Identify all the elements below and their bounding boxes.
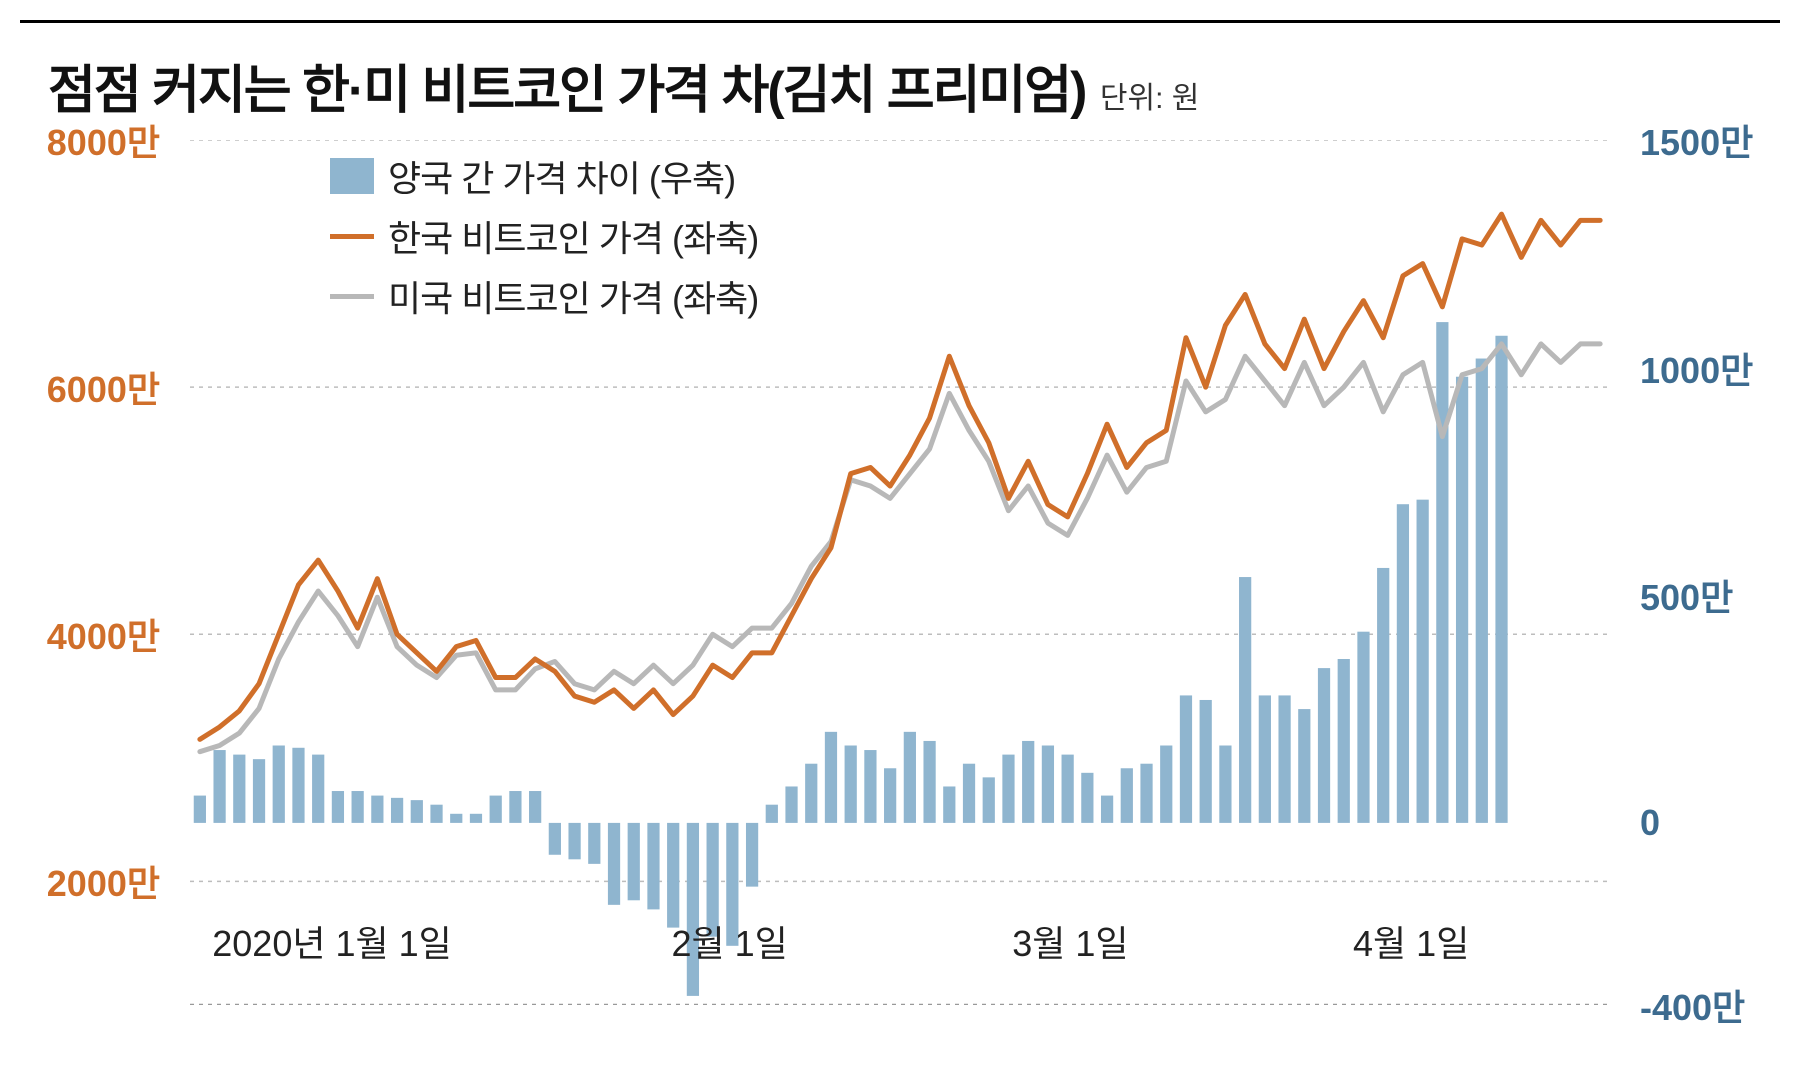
unit-label: 단위: 원 (1100, 82, 1199, 115)
x-tick-label: 2월 1일 (671, 915, 787, 967)
legend-text-kr: 한국 비트코인 가격 (좌축) (388, 210, 758, 262)
x-tick-label: 2020년 1월 1일 (212, 915, 452, 967)
top-rule (20, 20, 1780, 23)
legend-row-bars: 양국 간 가격 차이 (우축) (330, 150, 758, 202)
y-right-tick-label: 500만 (1640, 569, 1733, 621)
y-left-tick-label: 6000만 (47, 361, 160, 413)
legend-row-kr: 한국 비트코인 가격 (좌축) (330, 210, 758, 262)
y-right-tick-label: 1000만 (1640, 342, 1753, 394)
chart-container: 점점 커지는 한·미 비트코인 가격 차(김치 프리미엄) 단위: 원 양국 간… (20, 20, 1780, 1065)
legend-swatch-kr (330, 234, 374, 239)
y-right-tick-label: 0 (1640, 802, 1660, 844)
y-right-tick-label: -400만 (1640, 979, 1745, 1031)
legend-swatch-us (330, 294, 374, 299)
y-right-tick-label: 1500만 (1640, 114, 1753, 166)
y-axis-right: -400만0500만1000만1500만 (1620, 140, 1780, 1005)
y-left-tick-label: 2000만 (47, 855, 160, 907)
title-row: 점점 커지는 한·미 비트코인 가격 차(김치 프리미엄) 단위: 원 (48, 48, 1752, 123)
x-tick-label: 4월 1일 (1353, 915, 1469, 967)
legend-text-us: 미국 비트코인 가격 (좌축) (388, 270, 758, 322)
chart-title: 점점 커지는 한·미 비트코인 가격 차(김치 프리미엄) (48, 62, 1085, 120)
y-axis-left: 2000만4000만6000만8000만 (20, 140, 180, 1005)
legend-swatch-bar (330, 158, 374, 194)
x-tick-label: 3월 1일 (1012, 915, 1128, 967)
legend-row-us: 미국 비트코인 가격 (좌축) (330, 270, 758, 322)
y-left-tick-label: 8000만 (47, 114, 160, 166)
legend-text-bars: 양국 간 가격 차이 (우축) (388, 150, 735, 202)
legend: 양국 간 가격 차이 (우축) 한국 비트코인 가격 (좌축) 미국 비트코인 … (330, 150, 758, 330)
y-left-tick-label: 4000만 (47, 608, 160, 660)
